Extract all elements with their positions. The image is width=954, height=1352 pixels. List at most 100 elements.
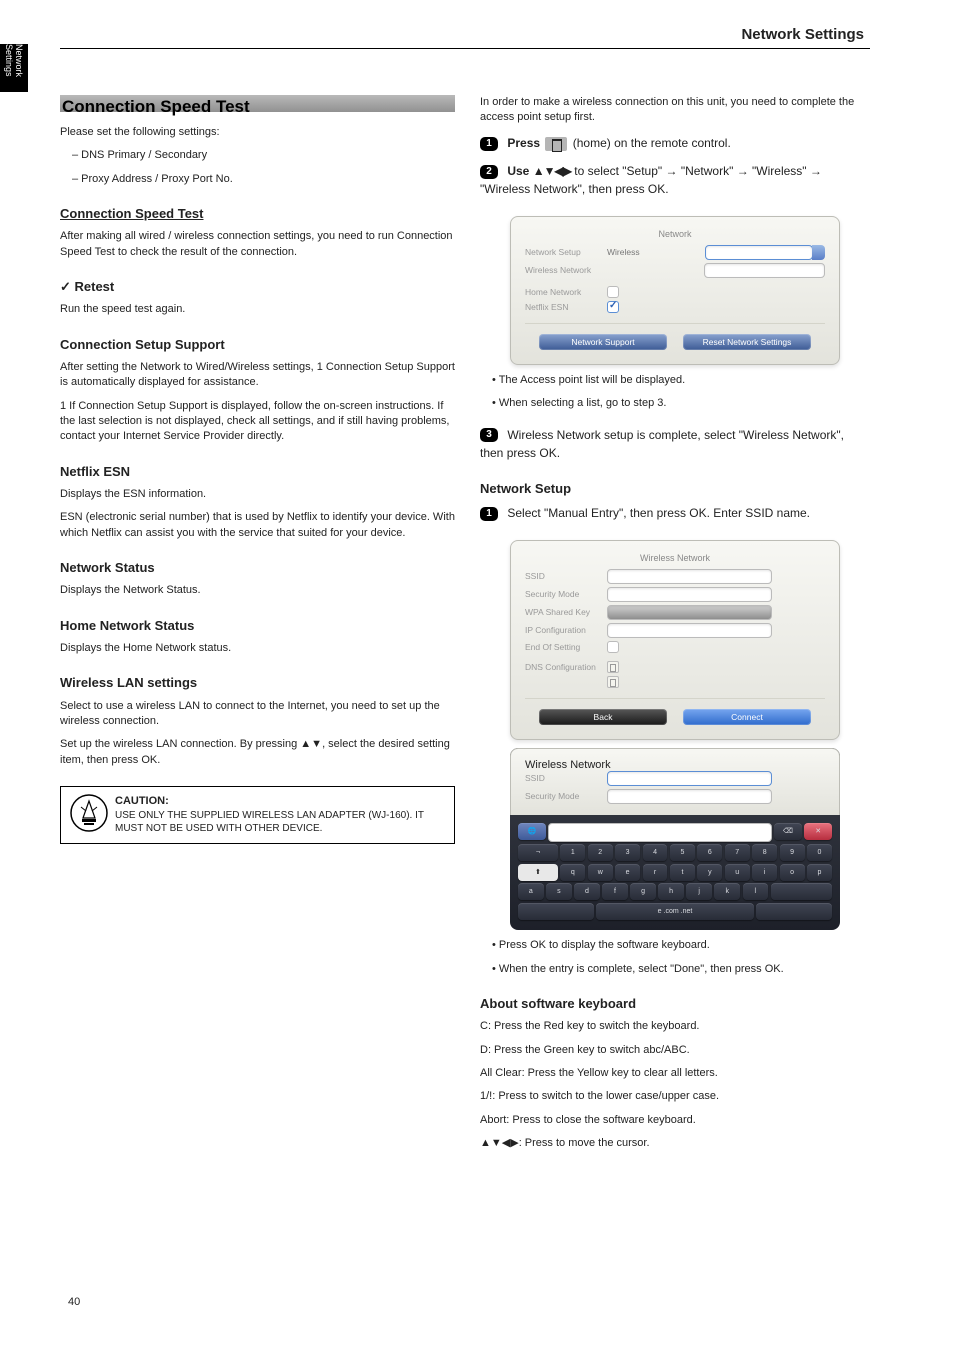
- caution-box: CAUTION: USE ONLY THE SUPPLIED WIRELESS …: [60, 786, 455, 844]
- step-num-1: 1: [480, 137, 498, 151]
- key[interactable]: p: [807, 864, 832, 881]
- kbd-row-3: a s d f g h j k l: [518, 883, 832, 900]
- key[interactable]: e: [615, 864, 640, 881]
- panel1-setup-value: Wireless: [607, 247, 705, 257]
- sec8-body1: Select to use a wireless LAN to connect …: [60, 699, 455, 730]
- p2-sec-i[interactable]: [607, 587, 772, 602]
- sec2-head: Connection Speed Test: [60, 205, 455, 223]
- key[interactable]: j: [686, 883, 712, 900]
- p2-ssid-l: SSID: [525, 571, 607, 581]
- key-space[interactable]: e .com .net: [596, 903, 754, 920]
- panel1-wifi-input[interactable]: [704, 263, 825, 278]
- p3-sec-i[interactable]: [607, 789, 772, 804]
- p2-ip-l: IP Configuration: [525, 625, 607, 635]
- caution-icon: [69, 793, 109, 833]
- key-shift[interactable]: ⬆: [518, 864, 558, 881]
- key[interactable]: 5: [670, 844, 695, 861]
- key[interactable]: t: [670, 864, 695, 881]
- sec3-head: ✓ Retest: [60, 278, 455, 296]
- key[interactable]: 2: [588, 844, 613, 861]
- ui-panel-wireless: Wireless Network SSID Security Mode WPA …: [510, 540, 840, 740]
- p2-wpa-l: WPA Shared Key: [525, 607, 607, 617]
- key[interactable]: h: [658, 883, 684, 900]
- sec3-body: Run the speed test again.: [60, 302, 455, 317]
- key[interactable]: r: [643, 864, 668, 881]
- key-enter[interactable]: [771, 883, 832, 900]
- step-2: 2 Use ▲▼◀▶ to select "Setup" → "Network"…: [480, 162, 870, 198]
- key[interactable]: 8: [752, 844, 777, 861]
- key-tab[interactable]: ¬: [518, 844, 558, 861]
- header-rule: [60, 48, 870, 49]
- right-sec2-head: Network Setup: [480, 480, 870, 498]
- step-3: 3 Wireless Network setup is complete, se…: [480, 426, 870, 462]
- page-number: 40: [68, 1296, 80, 1308]
- home-icon: [545, 137, 567, 151]
- p3-ssid-i[interactable]: [607, 771, 772, 786]
- key-close[interactable]: ✕: [804, 823, 832, 840]
- key[interactable]: k: [714, 883, 740, 900]
- key-backspace[interactable]: ⌫: [774, 823, 802, 840]
- footer-note4: D: Press the Green key to switch abc/ABC…: [480, 1043, 870, 1058]
- kbd-row-1: ¬ 1 2 3 4 5 6 7 8 9 0: [518, 844, 832, 861]
- p2-ssid-i[interactable]: [607, 569, 772, 584]
- key[interactable]: 0: [807, 844, 832, 861]
- combo-icon[interactable]: [812, 245, 825, 260]
- sec4-body2: 1 If Connection Setup Support is display…: [60, 399, 455, 445]
- footer-note2: • When the entry is complete, select "Do…: [480, 962, 870, 977]
- key[interactable]: q: [560, 864, 585, 881]
- key-textfield[interactable]: [548, 823, 771, 842]
- step-ns-1: 1 Select "Manual Entry", then press OK. …: [480, 504, 870, 522]
- panel1-sep: [525, 323, 825, 324]
- panel1-netflix-checkbox[interactable]: [607, 301, 619, 313]
- key[interactable]: u: [725, 864, 750, 881]
- aps-note-b: • When selecting a list, go to step 3.: [480, 396, 870, 411]
- sec5-body: Displays the ESN information.: [60, 487, 455, 502]
- key[interactable]: s: [546, 883, 572, 900]
- right-intro: In order to make a wireless connection o…: [480, 95, 870, 126]
- panel1-setup-input[interactable]: [705, 245, 813, 260]
- step-num-2: 2: [480, 165, 498, 179]
- sec1-li2: – Proxy Address / Proxy Port No.: [60, 172, 455, 187]
- key[interactable]: y: [697, 864, 722, 881]
- key[interactable]: 4: [643, 844, 668, 861]
- panel3-title: Wireless Network: [525, 759, 825, 771]
- ui-panel-network: Network Network Setup Wireless Wireless …: [510, 216, 840, 365]
- panel1-home-checkbox[interactable]: [607, 286, 619, 298]
- footer-note6: 1/!: Press to switch to the lower case/u…: [480, 1089, 870, 1104]
- p2-sec-l: Security Mode: [525, 589, 607, 599]
- side-tab: Network Settings: [0, 44, 28, 92]
- panel1-title: Network: [525, 229, 825, 239]
- p3-ssid-l: SSID: [525, 773, 607, 783]
- key[interactable]: 3: [615, 844, 640, 861]
- footer-note7: Abort: Press to close the software keybo…: [480, 1113, 870, 1128]
- ui-panel-keyboard: Wireless Network SSID Security Mode 🌐 ⌫ …: [510, 748, 840, 931]
- sec5-head: Netflix ESN: [60, 463, 455, 481]
- key[interactable]: g: [630, 883, 656, 900]
- key[interactable]: f: [602, 883, 628, 900]
- p2-end-cb[interactable]: [607, 641, 619, 653]
- key[interactable]: l: [743, 883, 769, 900]
- panel2-btn-right[interactable]: Connect: [683, 709, 811, 725]
- key[interactable]: 1: [560, 844, 585, 861]
- key[interactable]: a: [518, 883, 544, 900]
- key[interactable]: 6: [697, 844, 722, 861]
- key[interactable]: 7: [725, 844, 750, 861]
- panel1-setup-label: Network Setup: [525, 247, 607, 257]
- aps-note-a: • The Access point list will be displaye…: [480, 373, 870, 388]
- chapter-title: Network Settings: [741, 26, 864, 43]
- key[interactable]: d: [574, 883, 600, 900]
- key[interactable]: i: [752, 864, 777, 881]
- key[interactable]: o: [780, 864, 805, 881]
- right-sec3-head: About software keyboard: [480, 995, 870, 1013]
- key[interactable]: 9: [780, 844, 805, 861]
- panel2-btn-left[interactable]: Back: [539, 709, 667, 725]
- key[interactable]: w: [588, 864, 613, 881]
- right-column: In order to make a wireless connection o…: [480, 95, 870, 1160]
- key-right[interactable]: [756, 903, 832, 920]
- panel1-btn-left[interactable]: Network Support: [539, 334, 667, 350]
- p2-ip-i[interactable]: [607, 623, 772, 638]
- key-left[interactable]: [518, 903, 594, 920]
- key-globe[interactable]: 🌐: [518, 823, 546, 840]
- p2-wpa-i[interactable]: [607, 605, 772, 620]
- panel1-btn-right[interactable]: Reset Network Settings: [683, 334, 811, 350]
